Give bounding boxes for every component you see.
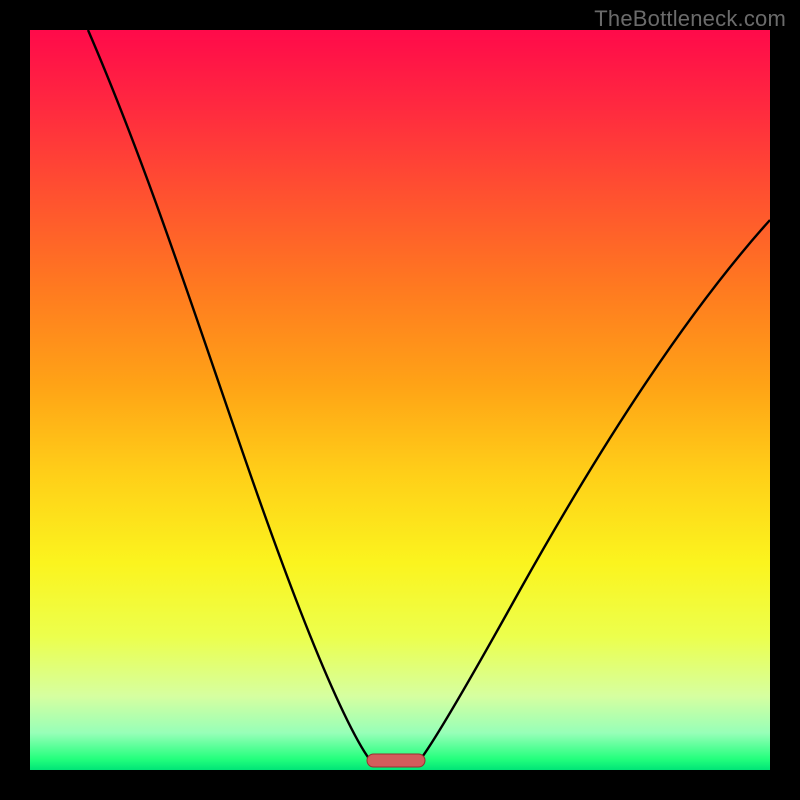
watermark-text: TheBottleneck.com — [594, 6, 786, 32]
plot-background — [30, 30, 770, 770]
minimum-marker — [367, 754, 425, 767]
bottleneck-chart — [0, 0, 800, 800]
chart-frame: TheBottleneck.com — [0, 0, 800, 800]
